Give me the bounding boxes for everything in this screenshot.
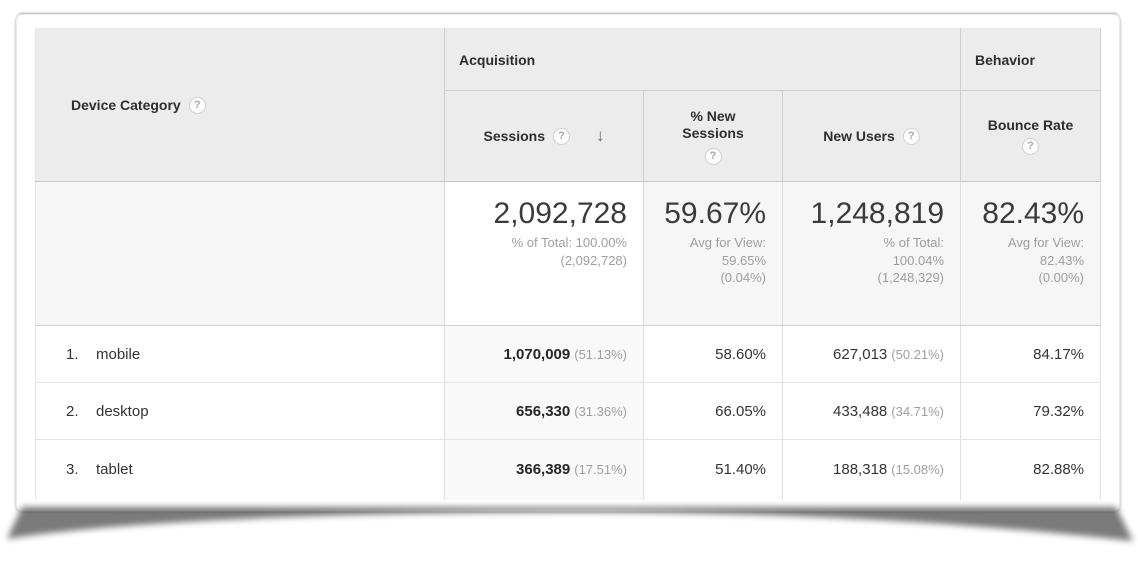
bounce-rate-cell: 79.32% bbox=[960, 382, 1102, 440]
new-users-cell: 627,013 (50.21%) bbox=[782, 325, 962, 383]
sessions-label: Sessions bbox=[483, 128, 545, 144]
device-category-value[interactable]: mobile bbox=[96, 345, 141, 363]
table-row: 1. mobile 1,070,009 (51.13%) 58.60% 627,01… bbox=[35, 325, 1102, 383]
column-header-sessions[interactable]: Sessions ? ↓ bbox=[444, 90, 644, 182]
sessions-cell: 366,389 (17.51%) bbox=[444, 439, 644, 500]
column-header-device-category[interactable]: Device Category ? bbox=[35, 28, 445, 182]
totals-bounce-rate-value: 82.43% bbox=[982, 197, 1085, 230]
new-users-value: 627,013 bbox=[833, 345, 888, 363]
totals-row: 2,092,728 % of Total: 100.00% (2,092,728… bbox=[35, 181, 1102, 326]
totals-new-users-cell: 1,248,819 % of Total: 100.04% (1,248,329… bbox=[782, 181, 962, 326]
new-users-value: 433,488 bbox=[833, 402, 888, 420]
totals-new-sessions-value: 59.67% bbox=[664, 197, 766, 230]
sessions-value: 656,330 bbox=[516, 402, 571, 420]
totals-bounce-rate-subtext: Avg for View: bbox=[1007, 234, 1085, 250]
new-users-value: 188,318 bbox=[833, 461, 888, 479]
column-header-bounce-rate[interactable]: Bounce Rate ? bbox=[960, 90, 1102, 182]
new-sessions-label: % New Sessions bbox=[682, 107, 744, 142]
totals-bounce-rate-cell: 82.43% Avg for View: 82.43% (0.00%) bbox=[960, 181, 1102, 326]
table-row: 2. desktop 656,330 (31.36%) 66.05% 433,488… bbox=[35, 382, 1102, 440]
report-table-card: Device Category ? Acquisition Behavior S… bbox=[16, 14, 1120, 512]
new-sessions-value: 58.60% bbox=[715, 345, 766, 363]
totals-new-users-subtext: (1,248,329) bbox=[877, 270, 945, 286]
row-dimension-cell[interactable]: 3. tablet bbox=[35, 439, 445, 500]
new-sessions-cell: 51.40% bbox=[643, 439, 783, 500]
totals-new-sessions-cell: 59.67% Avg for View: 59.65% (0.04%) bbox=[643, 181, 783, 326]
sort-descending-icon[interactable]: ↓ bbox=[595, 126, 605, 145]
help-icon[interactable]: ? bbox=[188, 96, 206, 114]
row-index: 2. bbox=[66, 402, 79, 420]
totals-new-sessions-subtext: (0.04%) bbox=[720, 270, 766, 286]
column-header-new-sessions[interactable]: % New Sessions ? bbox=[643, 90, 783, 182]
help-icon[interactable]: ? bbox=[704, 147, 722, 165]
totals-new-users-subtext: 100.04% bbox=[892, 252, 945, 268]
bounce-rate-label: Bounce Rate bbox=[987, 117, 1074, 133]
column-header-new-users[interactable]: New Users ? bbox=[782, 90, 962, 182]
device-category-value[interactable]: desktop bbox=[96, 402, 149, 420]
sessions-value: 1,070,009 bbox=[503, 345, 571, 363]
bounce-rate-value: 79.32% bbox=[1033, 402, 1085, 420]
sessions-cell: 656,330 (31.36%) bbox=[444, 382, 644, 440]
row-index: 1. bbox=[66, 345, 79, 363]
row-index: 3. bbox=[66, 461, 79, 479]
device-category-label: Device Category bbox=[71, 97, 181, 113]
totals-sessions-subtext: % of Total: 100.00% bbox=[511, 234, 627, 250]
behavior-label: Behavior bbox=[975, 51, 1035, 68]
new-users-cell: 433,488 (34.71%) bbox=[782, 382, 962, 440]
row-dimension-cell[interactable]: 2. desktop bbox=[35, 382, 445, 440]
new-users-share: (15.08%) bbox=[891, 462, 945, 478]
new-sessions-value: 51.40% bbox=[715, 461, 766, 479]
row-dimension-cell[interactable]: 1. mobile bbox=[35, 325, 445, 383]
totals-sessions-value: 2,092,728 bbox=[493, 197, 627, 230]
totals-sessions-cell: 2,092,728 % of Total: 100.00% (2,092,728… bbox=[444, 181, 644, 326]
totals-new-sessions-subtext: 59.65% bbox=[721, 252, 766, 268]
sessions-share: (51.13%) bbox=[574, 346, 627, 362]
new-users-label: New Users bbox=[823, 128, 895, 144]
acquisition-label: Acquisition bbox=[459, 51, 536, 68]
totals-bounce-rate-subtext: (0.00%) bbox=[1038, 270, 1085, 286]
new-sessions-value: 66.05% bbox=[715, 402, 766, 420]
help-icon[interactable]: ? bbox=[902, 127, 920, 145]
sessions-cell: 1,070,009 (51.13%) bbox=[444, 325, 644, 383]
totals-new-users-value: 1,248,819 bbox=[810, 197, 945, 230]
bounce-rate-cell: 84.17% bbox=[960, 325, 1102, 383]
device-category-value[interactable]: tablet bbox=[96, 461, 133, 479]
group-header-behavior: Behavior bbox=[960, 28, 1102, 91]
new-users-share: (34.71%) bbox=[891, 403, 945, 419]
new-users-cell: 188,318 (15.08%) bbox=[782, 439, 962, 500]
sessions-share: (17.51%) bbox=[574, 462, 627, 478]
bounce-rate-value: 82.88% bbox=[1033, 461, 1085, 479]
table-row: 3. tablet 366,389 (17.51%) 51.40% 188,318(… bbox=[35, 439, 1102, 500]
bounce-rate-cell: 82.88% bbox=[960, 439, 1102, 500]
totals-new-users-subtext: % of Total: bbox=[883, 234, 945, 250]
totals-sessions-subtext: (2,092,728) bbox=[560, 252, 628, 268]
totals-bounce-rate-subtext: 82.43% bbox=[1039, 252, 1085, 268]
totals-dimension-cell bbox=[35, 181, 445, 326]
new-sessions-cell: 66.05% bbox=[643, 382, 783, 440]
totals-new-sessions-subtext: Avg for View: bbox=[689, 234, 766, 250]
help-icon[interactable]: ? bbox=[1022, 138, 1040, 155]
group-header-acquisition: Acquisition bbox=[444, 28, 962, 91]
sessions-share: (31.36%) bbox=[574, 403, 627, 419]
new-users-share: (50.21%) bbox=[891, 346, 945, 362]
help-icon[interactable]: ? bbox=[552, 127, 570, 145]
device-category-report-table: Device Category ? Acquisition Behavior S… bbox=[35, 28, 1102, 500]
sessions-value: 366,389 bbox=[516, 461, 571, 479]
new-sessions-cell: 58.60% bbox=[643, 325, 783, 383]
bounce-rate-value: 84.17% bbox=[1033, 345, 1085, 363]
